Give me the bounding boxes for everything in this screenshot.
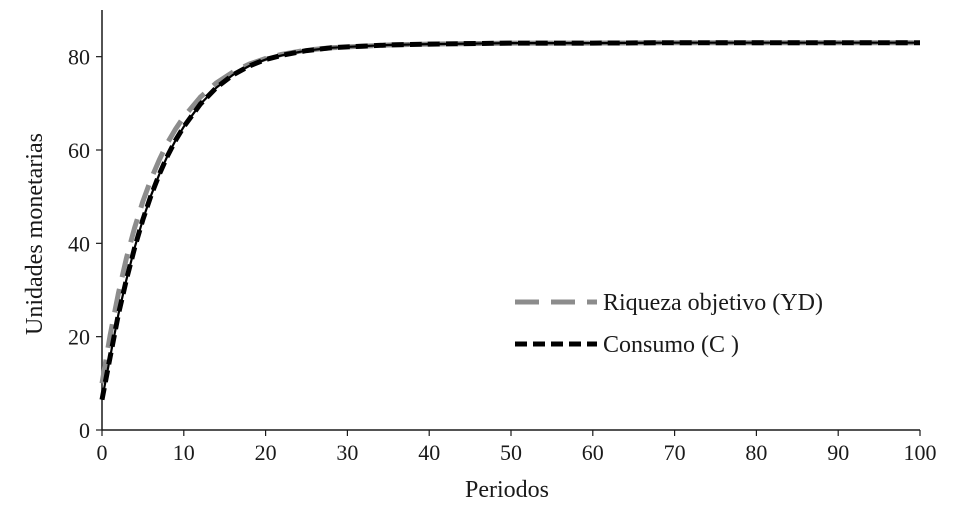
series-line-short-dash: [99, 40, 920, 401]
legend: Riqueza objetivo (YD) Consumo (C ): [515, 290, 823, 358]
x-tick-label: 40: [418, 440, 440, 465]
y-tick-label: 0: [79, 418, 90, 443]
y-tick-label: 80: [68, 45, 90, 70]
x-tick-label: 50: [500, 440, 522, 465]
x-tick-label: 0: [97, 440, 108, 465]
axes: [101, 10, 920, 431]
y-tick-label: 20: [68, 325, 90, 350]
x-tick-label: 80: [745, 440, 767, 465]
legend-label: Riqueza objetivo (YD): [603, 290, 823, 316]
x-tick-label: 70: [664, 440, 686, 465]
x-tick-label: 20: [255, 440, 277, 465]
x-tick-label: 10: [173, 440, 195, 465]
x-axis-title: Periodos: [465, 477, 549, 503]
ticks: 0 10 20 30 40 50 60 70 80 90 100 0 20 40 60 80: [68, 45, 937, 465]
x-tick-label: 60: [582, 440, 604, 465]
series-line-solid: [100, 41, 920, 400]
series-line-long-dash: [99, 40, 920, 384]
x-tick-label: 100: [904, 440, 937, 465]
y-tick-label: 60: [68, 138, 90, 163]
x-tick-label: 30: [336, 440, 358, 465]
x-tick-label: 90: [827, 440, 849, 465]
y-tick-label: 40: [68, 231, 90, 256]
y-axis-title: Unidades monetarias: [22, 133, 48, 335]
legend-label: Consumo (C ): [603, 332, 739, 358]
series-lines: [99, 40, 920, 401]
